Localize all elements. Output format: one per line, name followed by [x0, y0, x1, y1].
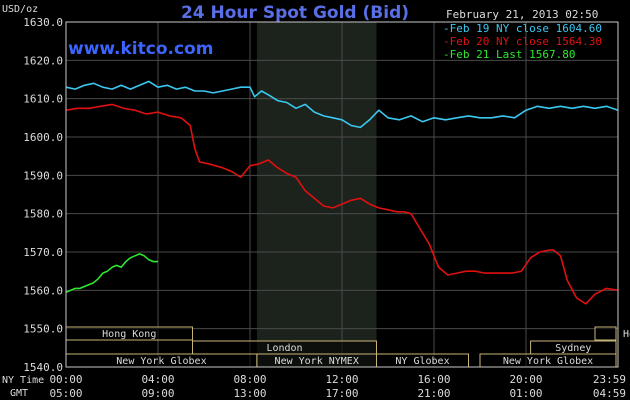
session-label: NY Globex: [395, 356, 449, 367]
x-axis-label-gmt: GMT: [10, 388, 28, 399]
legend-entry-feb19: -Feb 19 NY close 1604.60: [443, 22, 602, 35]
session-label: Hong Kong: [102, 329, 156, 340]
x-tick-label-gmt: 05:00: [49, 387, 82, 400]
x-tick-label-gmt: 21:00: [417, 387, 450, 400]
x-tick-label-ny: 20:00: [509, 373, 542, 386]
session-label: New York Globex: [503, 356, 593, 367]
y-tick-label: 1550.0: [23, 323, 63, 336]
legend: -Feb 19 NY close 1604.60-Feb 20 NY close…: [443, 22, 602, 61]
x-tick-label-ny: 08:00: [233, 373, 266, 386]
y-tick-label: 1590.0: [23, 169, 63, 182]
x-tick-label-ny: 16:00: [417, 373, 450, 386]
session-bar: [594, 326, 617, 341]
watermark: www.kitco.com: [68, 39, 213, 59]
x-tick-label-gmt: 01:00: [509, 387, 542, 400]
grid: [65, 21, 619, 368]
y-axis-label: USD/oz: [2, 4, 38, 15]
y-tick-label: 1630.0: [23, 16, 63, 29]
y-tick-label: 1600.0: [23, 131, 63, 144]
y-tick-label: 1540.0: [23, 361, 63, 374]
series-line-feb21: [65, 253, 158, 294]
legend-entry-feb21: -Feb 21 Last 1567.80: [443, 48, 575, 61]
legend-entry-feb20: -Feb 20 NY close 1564.30: [443, 35, 602, 48]
x-tick-label-ny: 23:59: [593, 373, 626, 386]
x-axis-label-ny: NY Time: [2, 375, 44, 386]
y-tick-label: 1560.0: [23, 284, 63, 297]
x-tick-label-ny: 12:00: [325, 373, 358, 386]
session-label: New York Globex: [116, 356, 206, 367]
date-label: February 21, 2013 02:50: [446, 8, 598, 21]
y-tick-label: 1570.0: [23, 246, 63, 259]
x-tick-label-gmt: 13:00: [233, 387, 266, 400]
x-tick-label-gmt: 17:00: [325, 387, 358, 400]
chart-title: 24 Hour Spot Gold (Bid): [181, 3, 409, 23]
market-sessions: Hong Kong Hong Kong London Sydney New York G…: [65, 326, 630, 368]
x-tick-label-gmt: 04:59: [593, 387, 626, 400]
nymex-session-band: [256, 22, 377, 367]
y-tick-label: 1610.0: [23, 93, 63, 106]
session-label: New York NYMEX: [275, 356, 359, 367]
series-line-feb20: [65, 103, 619, 305]
y-tick-label: 1580.0: [23, 208, 63, 221]
series-lines: [65, 80, 619, 305]
y-tick-label: 1620.0: [23, 54, 63, 67]
series-line-feb19: [65, 80, 619, 129]
session-label: Hong Kong: [623, 329, 630, 340]
x-tick-label-gmt: 09:00: [141, 387, 174, 400]
plot-frame: [65, 21, 619, 368]
x-tick-label-ny: 04:00: [141, 373, 174, 386]
session-label: London: [266, 343, 302, 354]
axes: 1630.0 1620.0 1610.0 1600.0 1590.0 1580.0 1570…: [23, 16, 626, 400]
x-tick-label-ny: 00:00: [49, 373, 82, 386]
session-label: Sydney: [555, 343, 591, 354]
